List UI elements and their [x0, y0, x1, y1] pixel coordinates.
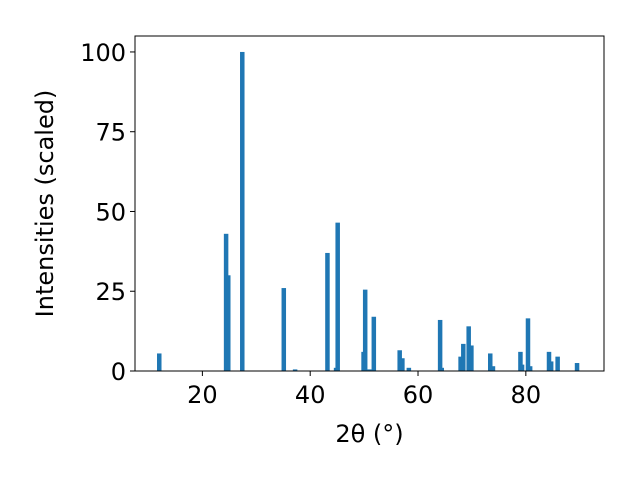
bar-peak-31 [574, 363, 580, 371]
bar-peak-6 [325, 252, 330, 371]
bar-peak-26 [525, 318, 531, 371]
bar-peak-20 [466, 326, 471, 371]
bar-peak-15 [406, 367, 412, 371]
x-axis-ticks: 20 40 60 80 [187, 371, 541, 409]
bar-peak-24 [518, 351, 523, 371]
y-tick-label: 75 [95, 119, 126, 147]
bar-peak-19 [461, 343, 466, 371]
bar-peak-11 [367, 369, 372, 371]
bar-peak-14 [400, 358, 405, 371]
bar-peak-30 [555, 356, 560, 371]
x-tick-label: 60 [403, 381, 434, 409]
bar-peak-29 [548, 361, 554, 371]
bar-peak-22 [488, 353, 493, 371]
bar-peak-0 [157, 353, 162, 371]
bar-peak-21 [469, 345, 474, 371]
x-axis-label: 2θ (°) [335, 420, 403, 448]
y-tick-label: 25 [95, 278, 126, 306]
bar-peak-12 [371, 316, 377, 371]
bar-peak-13 [397, 350, 402, 371]
bar-peak-18 [458, 356, 463, 371]
bar-peak-5 [292, 369, 298, 371]
y-tick-label: 50 [95, 198, 126, 226]
bar-peak-2 [226, 275, 231, 371]
y-axis-ticks: 0 25 50 75 100 [80, 39, 135, 386]
y-tick-label: 100 [80, 39, 126, 67]
bar-peak-16 [437, 319, 443, 371]
x-tick-label: 40 [295, 381, 326, 409]
bar-peak-3 [240, 51, 245, 371]
bar-peak-10 [362, 289, 368, 371]
y-tick-label: 0 [111, 358, 126, 386]
x-tick-label: 80 [511, 381, 542, 409]
bar-peak-8 [335, 222, 340, 371]
bars-group [157, 51, 580, 371]
bar-peak-27 [527, 366, 533, 371]
y-axis-label: Intensities (scaled) [31, 90, 59, 318]
bar-peak-23 [490, 366, 496, 371]
x-tick-label: 20 [187, 381, 218, 409]
bar-peak-25 [519, 364, 525, 371]
plot-frame [134, 35, 605, 372]
bar-peak-17 [439, 367, 444, 371]
bar-peak-4 [281, 288, 287, 371]
